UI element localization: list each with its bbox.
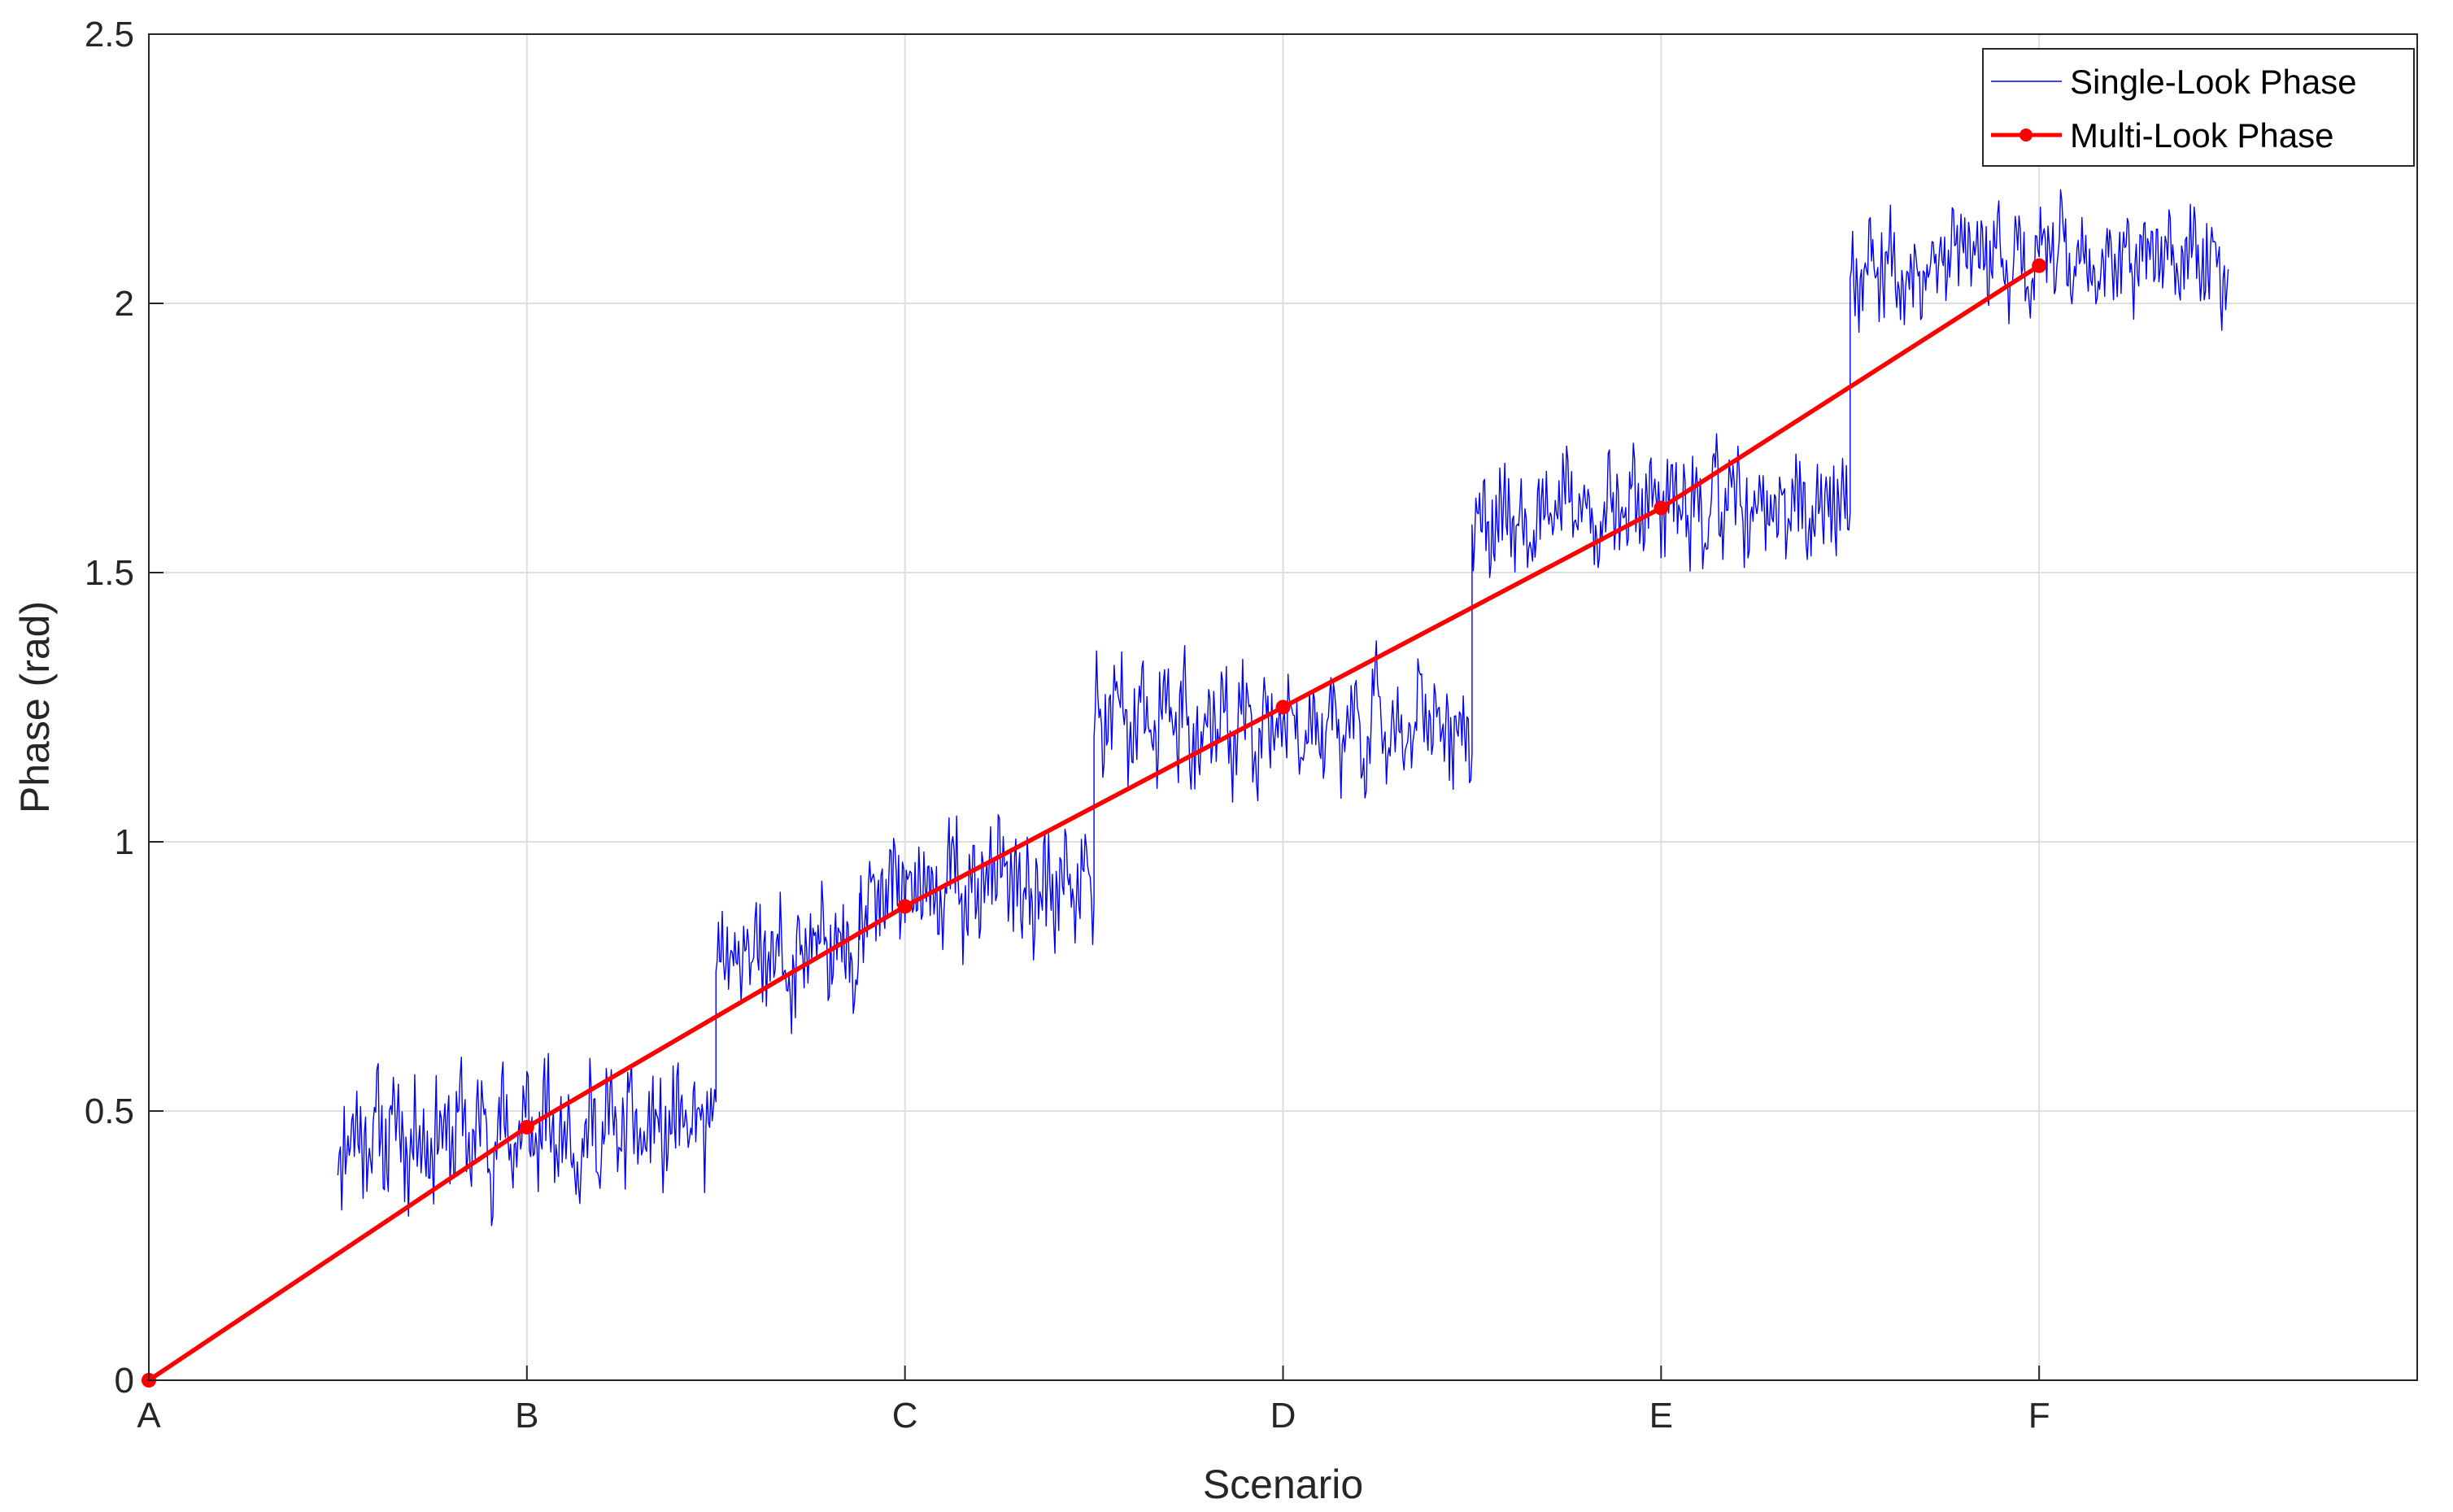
y-tick-labels: 0 0.5 1 1.5 2 2.5 (85, 15, 163, 1401)
y-tick-label: 2.5 (85, 15, 134, 54)
legend-label-single-look: Single-Look Phase (2070, 63, 2357, 101)
x-tick-labels: A B C D E F (137, 1366, 2050, 1436)
x-tick-label: B (515, 1396, 538, 1436)
grid-lines (149, 34, 2417, 1380)
legend-box (1982, 48, 2415, 167)
x-tick-label: F (2028, 1396, 2050, 1436)
legend-label-multi-look: Multi-Look Phase (2070, 116, 2334, 155)
y-tick-label: 0.5 (85, 1092, 134, 1131)
single-look-line (337, 189, 2229, 1227)
x-tick-label: E (1649, 1396, 1673, 1436)
multi-look-point (897, 899, 913, 914)
y-axis-title: Phase (rad) (12, 601, 58, 813)
x-tick-label: A (137, 1396, 161, 1436)
y-tick-label: 0 (115, 1361, 134, 1401)
multi-look-line (147, 264, 2041, 1383)
legend: Single-Look Phase Multi-Look Phase (1982, 48, 2415, 167)
x-tick-label: C (892, 1396, 918, 1436)
x-axis-title: Scenario (1203, 1462, 1363, 1507)
single-look-series (337, 189, 2229, 1227)
y-tick-label: 1.5 (85, 553, 134, 593)
multi-look-point (2032, 258, 2047, 273)
legend-marker-multi-look (2019, 129, 2033, 142)
x-tick-label: D (1270, 1396, 1296, 1436)
multi-look-point (1653, 500, 1669, 516)
multi-look-point (519, 1119, 534, 1135)
multi-look-point (1275, 699, 1291, 715)
y-tick-label: 1 (115, 822, 134, 862)
y-tick-label: 2 (115, 284, 134, 324)
